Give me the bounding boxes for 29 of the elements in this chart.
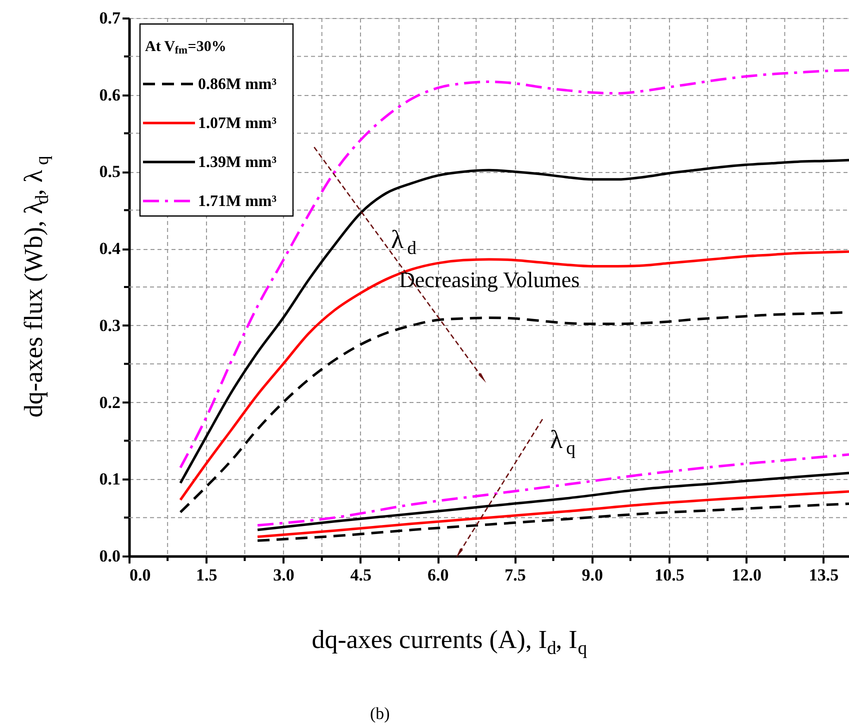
legend-label: 1.71M mm³ [198, 193, 277, 210]
x-tick-label: 7.5 [504, 566, 526, 584]
x-tick-label: 3.0 [273, 566, 294, 584]
x-tick-label: 12.0 [732, 566, 762, 584]
y-tick-label: 0.5 [99, 162, 120, 182]
y-tick-label: 0.3 [99, 316, 120, 335]
x-tick-label: 1.5 [196, 566, 218, 584]
y-tick-label: 0.0 [99, 546, 120, 566]
annotation: Decreasing Volumes [399, 267, 580, 292]
legend-label: 1.39M mm³ [198, 154, 277, 171]
x-tick-label: 6.0 [427, 566, 449, 584]
legend-label: 0.86M mm³ [198, 76, 277, 93]
x-tick-label: 4.5 [350, 566, 372, 584]
line-series [256, 472, 849, 532]
y-tick-label: 0.7 [99, 8, 121, 28]
y-tick-label: 0.6 [99, 85, 120, 104]
legend-label: 1.07M mm³ [198, 115, 277, 132]
line-series [256, 490, 849, 538]
x-tick-label: 10.5 [654, 566, 684, 584]
line-series [179, 69, 849, 469]
y-tick-label: 0.1 [99, 470, 120, 489]
x-tick-label: 0.0 [130, 566, 151, 584]
line-series [256, 502, 849, 542]
y-tick-label: 0.2 [99, 392, 120, 412]
y-tick-label: 0.4 [99, 239, 121, 258]
y-axis-title: dq-axes flux (Wb), λd, λq [19, 155, 53, 418]
x-tick-label: 9.0 [582, 566, 603, 584]
text: (b) [370, 704, 390, 723]
x-tick-label: 13.5 [808, 566, 839, 584]
